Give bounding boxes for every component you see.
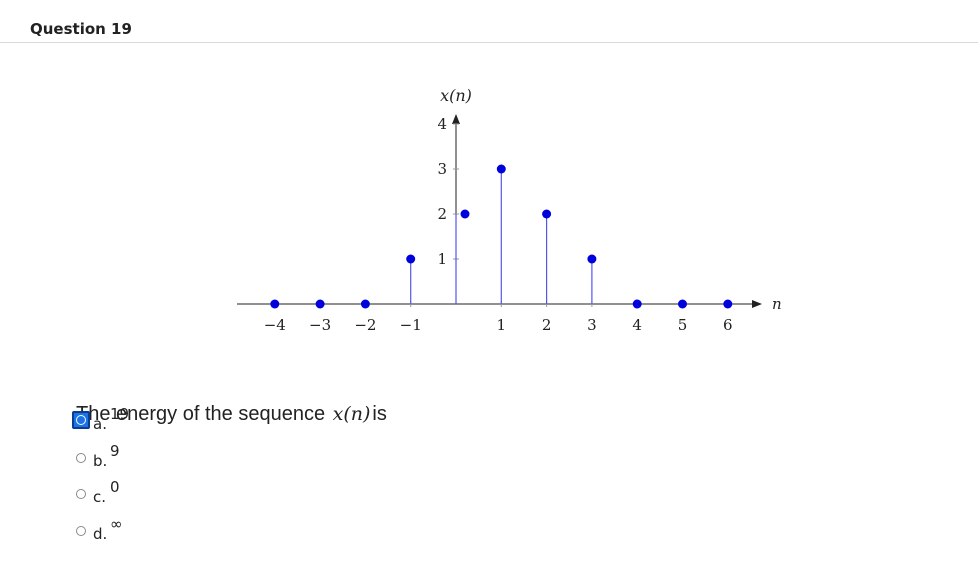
y-tick-label: 3 (437, 160, 447, 178)
x-tick-label: −1 (400, 316, 422, 334)
stem-point (406, 254, 416, 264)
stem-point (587, 254, 597, 264)
x-tick-label: −4 (264, 316, 286, 334)
x-axis-label: n (772, 295, 782, 313)
prompt-text: The energy of the sequence (76, 403, 326, 425)
x-tick-label: 5 (678, 316, 688, 334)
question-header: Question 19 (0, 0, 978, 43)
stem-point (542, 209, 552, 219)
option-letter: a. (93, 415, 107, 433)
x-axis-arrow-icon (752, 300, 762, 308)
x-tick-label: 2 (542, 316, 552, 334)
y-tick-label: 4 (437, 115, 447, 133)
stem-point (632, 299, 642, 309)
option-text: ∞ (110, 515, 123, 533)
x-tick-label: 4 (632, 316, 642, 334)
y-axis-arrow-icon (452, 114, 460, 124)
option-text: 19 (110, 405, 130, 423)
question-title: Question 19 (30, 20, 132, 38)
question-prompt: The energy of the sequence x(n) is (76, 403, 387, 426)
stem-point (678, 299, 687, 309)
option-letter: d. (93, 525, 108, 543)
option-text: 0 (110, 478, 120, 496)
radio-selected-icon[interactable] (72, 411, 90, 429)
prompt-text-end: is (372, 403, 387, 425)
x-tick-label: −3 (309, 316, 331, 334)
option-text: 9 (110, 442, 120, 460)
question-body: n x(n) −4 −3 −2 −1 1 2 3 4 5 6 1 2 3 4 The energy of th… (10, 43, 978, 572)
stem-point (270, 299, 280, 309)
x-tick-label: 6 (723, 316, 733, 334)
prompt-math: x(n) (332, 403, 371, 425)
stem-point (460, 209, 470, 219)
option-letter: c. (93, 488, 107, 506)
stem-point (360, 299, 370, 309)
stem-point (496, 164, 506, 174)
y-axis-label: x(n) (440, 86, 472, 105)
y-tick-label: 2 (437, 205, 447, 223)
x-tick-label: 1 (497, 316, 507, 334)
stem-point (315, 299, 325, 309)
x-tick-label: −2 (354, 316, 376, 334)
option-letter: b. (93, 452, 108, 470)
x-tick-label: 3 (587, 316, 597, 334)
radio-icon[interactable] (76, 453, 86, 463)
radio-icon[interactable] (76, 489, 86, 499)
stem-plot: n x(n) −4 −3 −2 −1 1 2 3 4 5 6 1 2 3 4 (237, 86, 782, 334)
radio-icon[interactable] (76, 526, 86, 536)
stem-point (723, 299, 733, 309)
y-tick-label: 1 (437, 250, 447, 268)
